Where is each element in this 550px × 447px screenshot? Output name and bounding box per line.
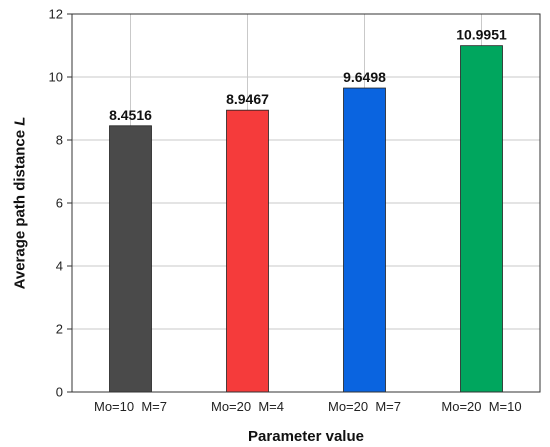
data-labels: 8.4516 8.9467 9.6498 10.9951 xyxy=(109,27,507,123)
bars xyxy=(109,45,503,393)
data-label-1: 8.4516 xyxy=(109,107,152,123)
x-tick-label-2: Mo=20 M=4 xyxy=(211,399,284,414)
y-axis-title-text: Average path distance xyxy=(11,126,28,290)
data-label-3: 9.6498 xyxy=(343,69,386,85)
y-axis-title-variable: L xyxy=(11,117,28,126)
x-axis-ticks: Mo=10 M=7 Mo=20 M=4 Mo=20 M=7 Mo=20 M=10 xyxy=(94,399,522,414)
y-axis-ticks: 0 2 4 6 8 10 12 xyxy=(49,7,72,400)
x-tick-label-4: Mo=20 M=10 xyxy=(441,399,521,414)
bar-1 xyxy=(109,125,152,393)
y-tick-label: 8 xyxy=(56,133,63,148)
data-label-4: 10.9951 xyxy=(456,27,507,43)
y-tick-label: 10 xyxy=(49,70,63,85)
y-tick-label: 2 xyxy=(56,322,63,337)
y-tick-label: 6 xyxy=(56,196,63,211)
y-axis-title: Average path distance L xyxy=(11,117,28,290)
x-tick-label-1: Mo=10 M=7 xyxy=(94,399,167,414)
bar-2 xyxy=(226,109,269,393)
y-tick-label: 4 xyxy=(56,259,63,274)
x-tick-label-3: Mo=20 M=7 xyxy=(328,399,401,414)
y-tick-label: 12 xyxy=(49,7,63,22)
bar-3 xyxy=(343,87,386,393)
bar-4 xyxy=(460,45,503,393)
y-tick-label: 0 xyxy=(56,385,63,400)
x-axis-title: Parameter value xyxy=(248,428,364,445)
data-label-2: 8.9467 xyxy=(226,91,269,107)
